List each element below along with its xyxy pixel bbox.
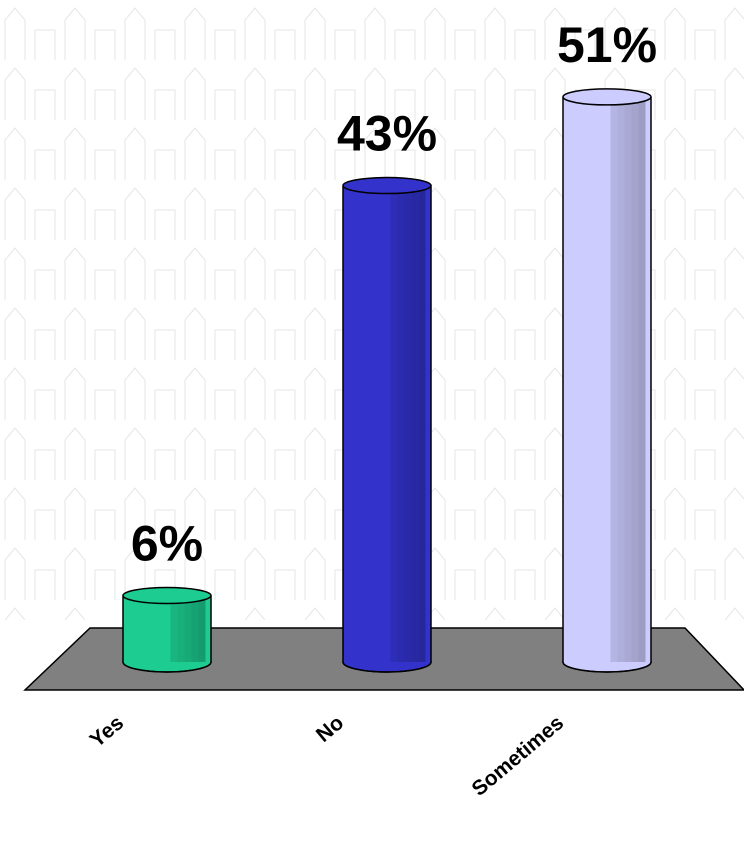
x-tick-label: Yes <box>86 711 129 752</box>
bar-top <box>562 88 652 106</box>
bar <box>343 185 431 662</box>
bar <box>563 96 651 663</box>
value-label: 6% <box>131 516 203 572</box>
bar <box>123 595 211 662</box>
bar-bottom-edge <box>122 661 212 673</box>
x-tick-label: No <box>312 711 348 747</box>
value-label: 43% <box>337 106 437 162</box>
bar-top <box>122 586 212 605</box>
bar-bottom-edge <box>562 661 652 673</box>
bar-bottom-edge <box>342 661 432 673</box>
value-label: 51% <box>557 17 657 73</box>
bar-top <box>342 176 432 195</box>
x-tick-label: Sometimes <box>468 711 569 801</box>
